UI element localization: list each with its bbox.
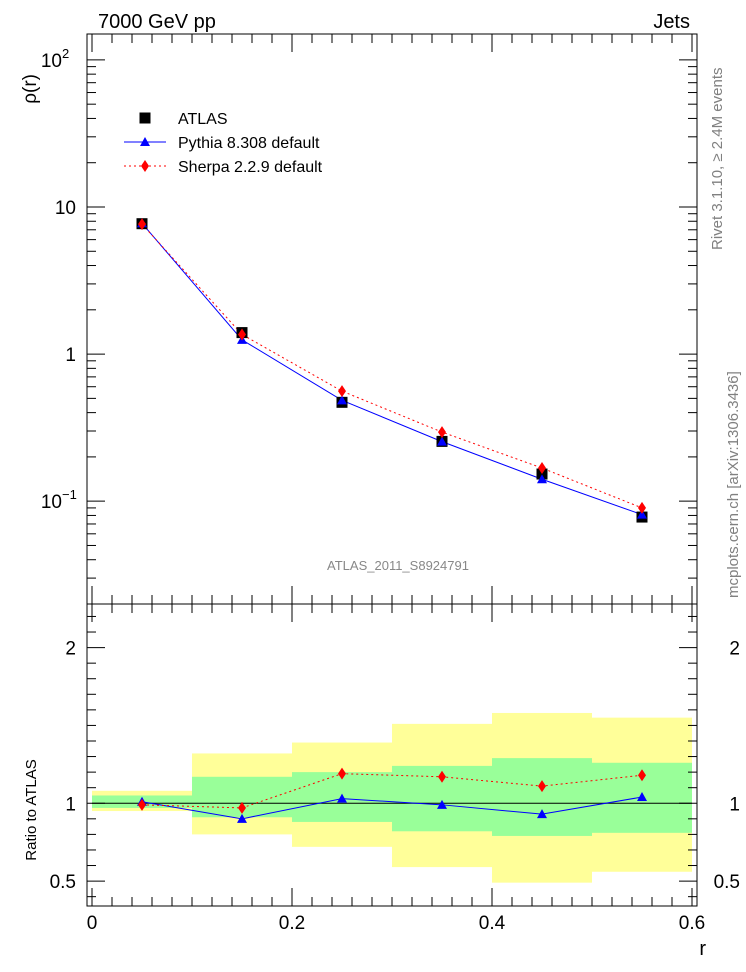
ratio-y-tick-label: 2: [65, 639, 76, 660]
x-tick-label: 0.2: [279, 913, 305, 934]
main-y-axis-label: ρ(r): [20, 74, 41, 104]
legend-marker-sherpa-2-2-9-default: [141, 160, 149, 172]
main-plot-marks: [136, 218, 648, 523]
ratio-uncertainty-bands: [92, 712, 692, 883]
main-point-pythia-8-308-default: [637, 509, 647, 519]
main-y-tick-label: 10: [41, 492, 62, 513]
ratio-y-tick-label-right: 1: [729, 794, 740, 815]
main-point-pythia-8-308-default: [537, 474, 547, 484]
ratio-plot-axes: 0.5 0.5 1 1 2 2 0 0.2 0.4 0.6: [50, 604, 740, 934]
main-point-sherpa-2-2-9-default: [138, 218, 146, 231]
main-line-pythia-8-308-default: [141, 222, 643, 516]
ratio-y-tick-label-right: 2: [729, 639, 740, 660]
process-label: Jets: [653, 11, 690, 33]
main-point-sherpa-2-2-9-default: [538, 462, 546, 475]
ratio-point-sherpa-2-2-9-default: [238, 801, 246, 814]
mcplots-label: mcplots.cern.ch [arXiv:1306.3436]: [725, 371, 742, 598]
ratio-band-inner: [492, 758, 592, 836]
main-point-sherpa-2-2-9-default: [438, 426, 446, 439]
ratio-point-sherpa-2-2-9-default: [338, 767, 346, 780]
legend-marker-atlas: [139, 112, 151, 124]
ratio-point-pythia-8-308-default: [237, 813, 247, 823]
ratio-plot-panel: 0.5 0.5 1 1 2 2 0 0.2 0.4 0.6 Ratio to ATLAS r: [23, 603, 740, 960]
ratio-point-sherpa-2-2-9-default: [538, 780, 546, 793]
main-y-tick-label: 10: [55, 198, 76, 219]
ratio-y-axis-label: Ratio to ATLAS: [23, 759, 40, 860]
main-point-pythia-8-308-default: [437, 436, 447, 446]
x-tick-label: 0: [87, 913, 98, 934]
x-tick-label: 0.4: [479, 913, 506, 934]
ratio-y-tick-label: 1: [65, 794, 76, 815]
ratio-point-pythia-8-308-default: [537, 809, 547, 819]
ratio-y-tick-label-right: 0.5: [714, 872, 740, 893]
main-point-sherpa-2-2-9-default: [638, 501, 646, 514]
ratio-point-pythia-8-308-default: [437, 799, 447, 809]
ratio-point-sherpa-2-2-9-default: [438, 770, 446, 783]
ratio-plot-marks: [137, 767, 647, 823]
ratio-point-pythia-8-308-default: [637, 792, 647, 802]
ratio-point-sherpa-2-2-9-default: [138, 798, 146, 811]
legend: ATLAS Pythia 8.308 default Sherpa 2.2.9 de…: [124, 111, 323, 176]
analysis-label: ATLAS_2011_S8924791: [327, 558, 469, 573]
rivet-label: Rivet 3.1.10, ≥ 2.4M events: [709, 68, 726, 251]
energy-label: 7000 GeV pp: [98, 11, 216, 33]
main-y-tick-label: 10: [41, 51, 62, 72]
main-point-sherpa-2-2-9-default: [238, 328, 246, 341]
ratio-line-pythia-8-308-default: [141, 796, 643, 820]
ratio-point-pythia-8-308-default: [337, 793, 347, 803]
legend-label-atlas: ATLAS: [178, 111, 228, 128]
main-y-tick-exponent: 2: [62, 46, 69, 61]
main-y-tick-label: 1: [65, 345, 76, 366]
x-tick-label: 0.6: [679, 913, 705, 934]
main-y-tick-exponent: −1: [62, 487, 77, 502]
main-point-sherpa-2-2-9-default: [338, 385, 346, 398]
legend-marker-pythia-8-308-default: [140, 137, 150, 146]
legend-label-sherpa-2-2-9-default: Sherpa 2.2.9 default: [178, 159, 323, 176]
ratio-line-sherpa-2-2-9-default: [141, 773, 643, 809]
ratio-y-tick-label: 0.5: [50, 872, 76, 893]
main-line-sherpa-2-2-9-default: [141, 223, 643, 509]
ratio-point-sherpa-2-2-9-default: [638, 769, 646, 782]
main-point-pythia-8-308-default: [337, 395, 347, 405]
legend-label-pythia-8-308-default: Pythia 8.308 default: [178, 135, 320, 152]
x-axis-label: r: [699, 938, 706, 960]
